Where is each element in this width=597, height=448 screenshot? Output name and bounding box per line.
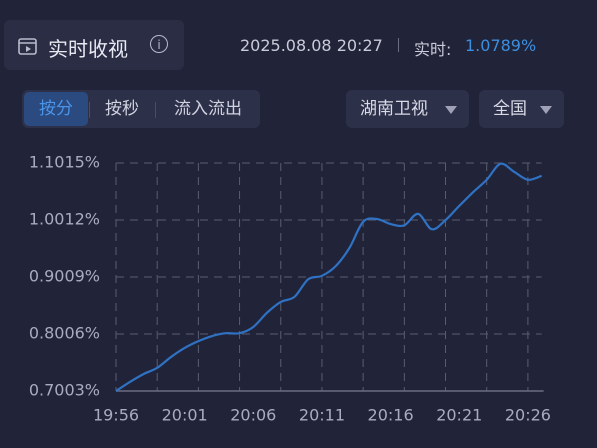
x-tick-label: 20:26 — [505, 406, 551, 425]
dropdown[interactable]: 湖南卫视 — [346, 90, 469, 128]
title: 实时收视 — [48, 37, 128, 61]
x-tick-label: 20:11 — [299, 406, 345, 425]
y-tick-label: 0.7003% — [29, 381, 100, 400]
x-tick-label: 20:01 — [162, 406, 208, 425]
info-icon[interactable]: i — [150, 35, 168, 53]
y-tick-label: 0.8006% — [29, 324, 100, 343]
x-tick-label: 20:21 — [436, 406, 482, 425]
realtime-label: 实时: — [414, 40, 452, 59]
tab[interactable]: 流入流出 — [174, 99, 242, 119]
tab-separator — [89, 102, 90, 118]
chart: 0.7003% 0.8006% 0.9009% 1.0012% 1.1015% 19:56… — [29, 153, 551, 425]
separator — [398, 38, 399, 52]
x-tick-label: 19:56 — [93, 406, 139, 425]
tab[interactable]: 按秒 — [105, 99, 139, 119]
tv-icon — [18, 38, 37, 55]
line — [115, 162, 543, 392]
dropdown[interactable]: 全国 — [479, 90, 564, 128]
tab-separator — [155, 102, 156, 118]
y-tick-label: 0.9009% — [29, 267, 100, 286]
realtime-value: 1.0789% — [465, 36, 537, 55]
y-tick-label: 1.1015% — [29, 153, 100, 172]
x-tick-label: 20:16 — [368, 406, 414, 425]
x-tick-label: 20:06 — [230, 406, 276, 425]
y-tick-label: 1.0012% — [29, 210, 100, 229]
tab[interactable]: 按分 — [24, 92, 88, 126]
timestamp: 2025.08.08 20:27 — [240, 36, 383, 55]
